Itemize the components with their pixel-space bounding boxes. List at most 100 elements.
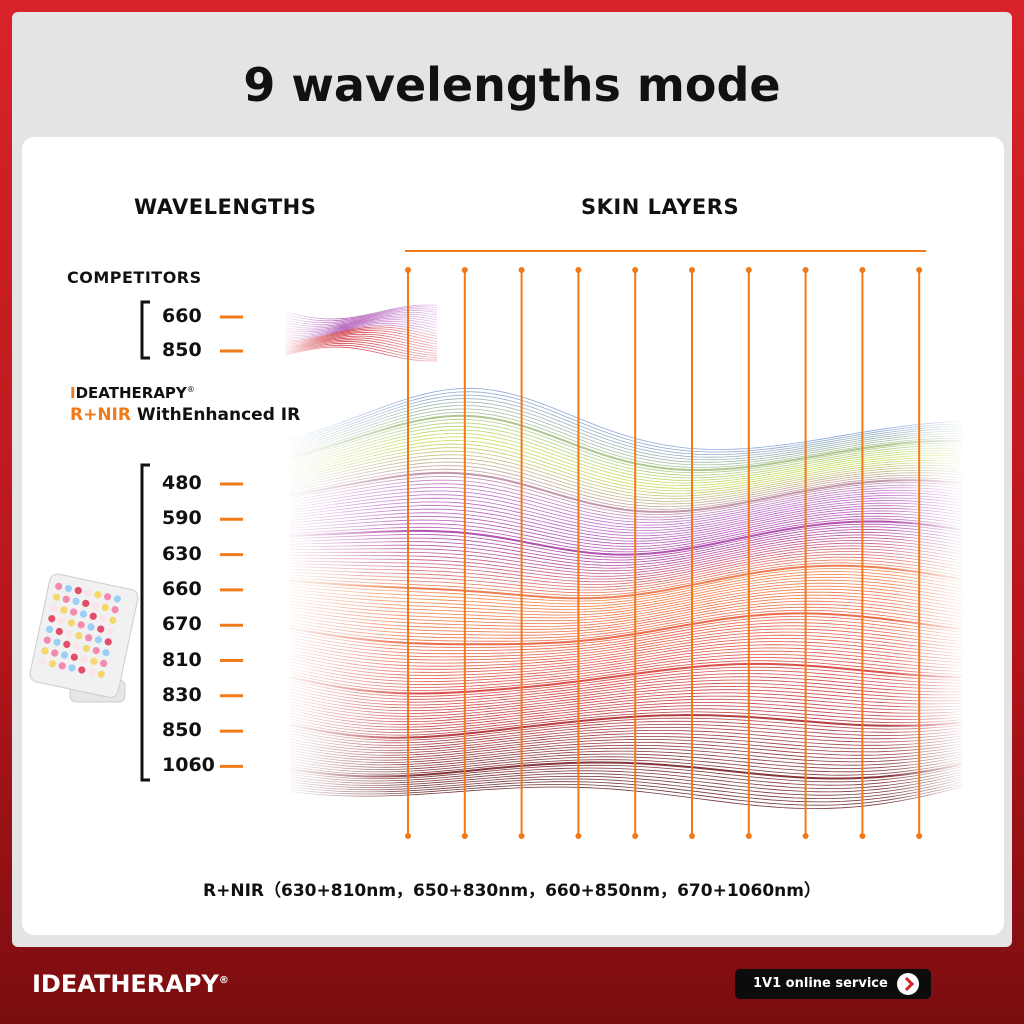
layer-dot (802, 267, 809, 273)
brand-name: IDEATHERAPY® (70, 384, 195, 402)
layer-dot (405, 833, 411, 839)
wave-line (289, 542, 963, 577)
wavelength-label: 670 (162, 613, 202, 636)
device-led (51, 649, 59, 657)
mode: R+NIR (70, 405, 131, 425)
wave-line (289, 723, 963, 746)
wave-line (289, 616, 963, 648)
device-led (78, 666, 86, 674)
wave-line (289, 609, 963, 642)
device-led (55, 582, 63, 590)
wave-line (289, 756, 963, 773)
device-body (29, 573, 139, 698)
wave-line (289, 534, 963, 569)
wave-line (289, 573, 963, 607)
device-led (39, 658, 47, 666)
footer-registered: ® (218, 975, 229, 986)
wave-line (289, 505, 963, 539)
competitor-wave-line (284, 308, 438, 324)
wave-line (289, 631, 963, 664)
layer-dot (916, 267, 923, 273)
wave-line (289, 606, 963, 639)
layer-dot (461, 267, 468, 273)
wave-line (289, 429, 963, 481)
wave-line (289, 414, 963, 472)
layer-dot (405, 267, 411, 273)
wave-line (289, 698, 963, 725)
wave-line (289, 394, 963, 455)
wave-line (289, 622, 963, 655)
wave-line (289, 502, 963, 537)
device-led (87, 668, 96, 676)
wave-line (289, 576, 963, 610)
service-text: 1V1 online service (753, 976, 888, 991)
wave-line (289, 531, 963, 566)
device-led (104, 638, 112, 646)
layer-dot (859, 833, 866, 839)
device-led (45, 625, 54, 634)
layer-dot (461, 833, 468, 839)
device-led (94, 591, 102, 599)
wave-line (289, 781, 963, 803)
layer-dot (518, 833, 525, 839)
device-led (74, 586, 82, 595)
mode-detail: WithEnhanced IR (136, 405, 301, 425)
competitor-wave-line (284, 346, 438, 362)
competitor-wave-line (284, 306, 438, 322)
wave-line (289, 568, 963, 602)
wave-line (289, 673, 963, 703)
device-led (70, 608, 78, 616)
wave-line (289, 634, 963, 667)
device-led (100, 659, 108, 668)
competitor-wave-line (284, 328, 438, 344)
wave-line (289, 773, 963, 793)
device-led (48, 660, 57, 668)
device-led (80, 655, 88, 663)
service-button[interactable]: 1V1 online service (735, 969, 931, 999)
wave-line (289, 564, 963, 600)
device-led (111, 606, 119, 614)
wave-line (289, 591, 963, 624)
device-icon (29, 573, 139, 703)
wave-line (289, 660, 963, 691)
device-led (79, 610, 88, 618)
competitor-wave-line (284, 326, 438, 342)
wave-line (289, 450, 963, 497)
wave-line (289, 739, 963, 759)
layer-dot (518, 267, 525, 273)
wave-line (289, 594, 963, 627)
brackets (140, 300, 150, 782)
device-led (43, 636, 51, 644)
device-led (60, 651, 69, 659)
skin-layers-header: SKIN LAYERS (581, 195, 740, 219)
wave-line (289, 515, 963, 550)
device-led (58, 662, 66, 670)
wavelength-label: 660 (162, 305, 202, 327)
device-led (82, 599, 90, 607)
wave-line (289, 729, 963, 751)
registered-mark: ® (186, 385, 195, 394)
competitor-wave-line (284, 330, 438, 345)
device-led (89, 612, 97, 620)
wave-line (289, 387, 963, 450)
wave-line (289, 513, 963, 547)
wave-line (289, 682, 963, 712)
device-led (102, 649, 110, 657)
device-led (55, 627, 63, 636)
wavelength-bracket (140, 463, 150, 782)
wave-line (289, 405, 963, 463)
wave-line (289, 657, 963, 688)
wave-line (289, 422, 963, 476)
device-led (72, 597, 80, 605)
wave-line (289, 647, 963, 679)
competitor-wave-line (284, 315, 438, 331)
wave-line (289, 454, 963, 500)
wave-line (289, 628, 963, 661)
wave-line (290, 539, 963, 575)
wave-line (289, 391, 963, 453)
wave-line (289, 603, 963, 636)
wave-line (289, 479, 963, 518)
wave-line (289, 483, 963, 521)
competitor-wave-line (284, 331, 438, 347)
